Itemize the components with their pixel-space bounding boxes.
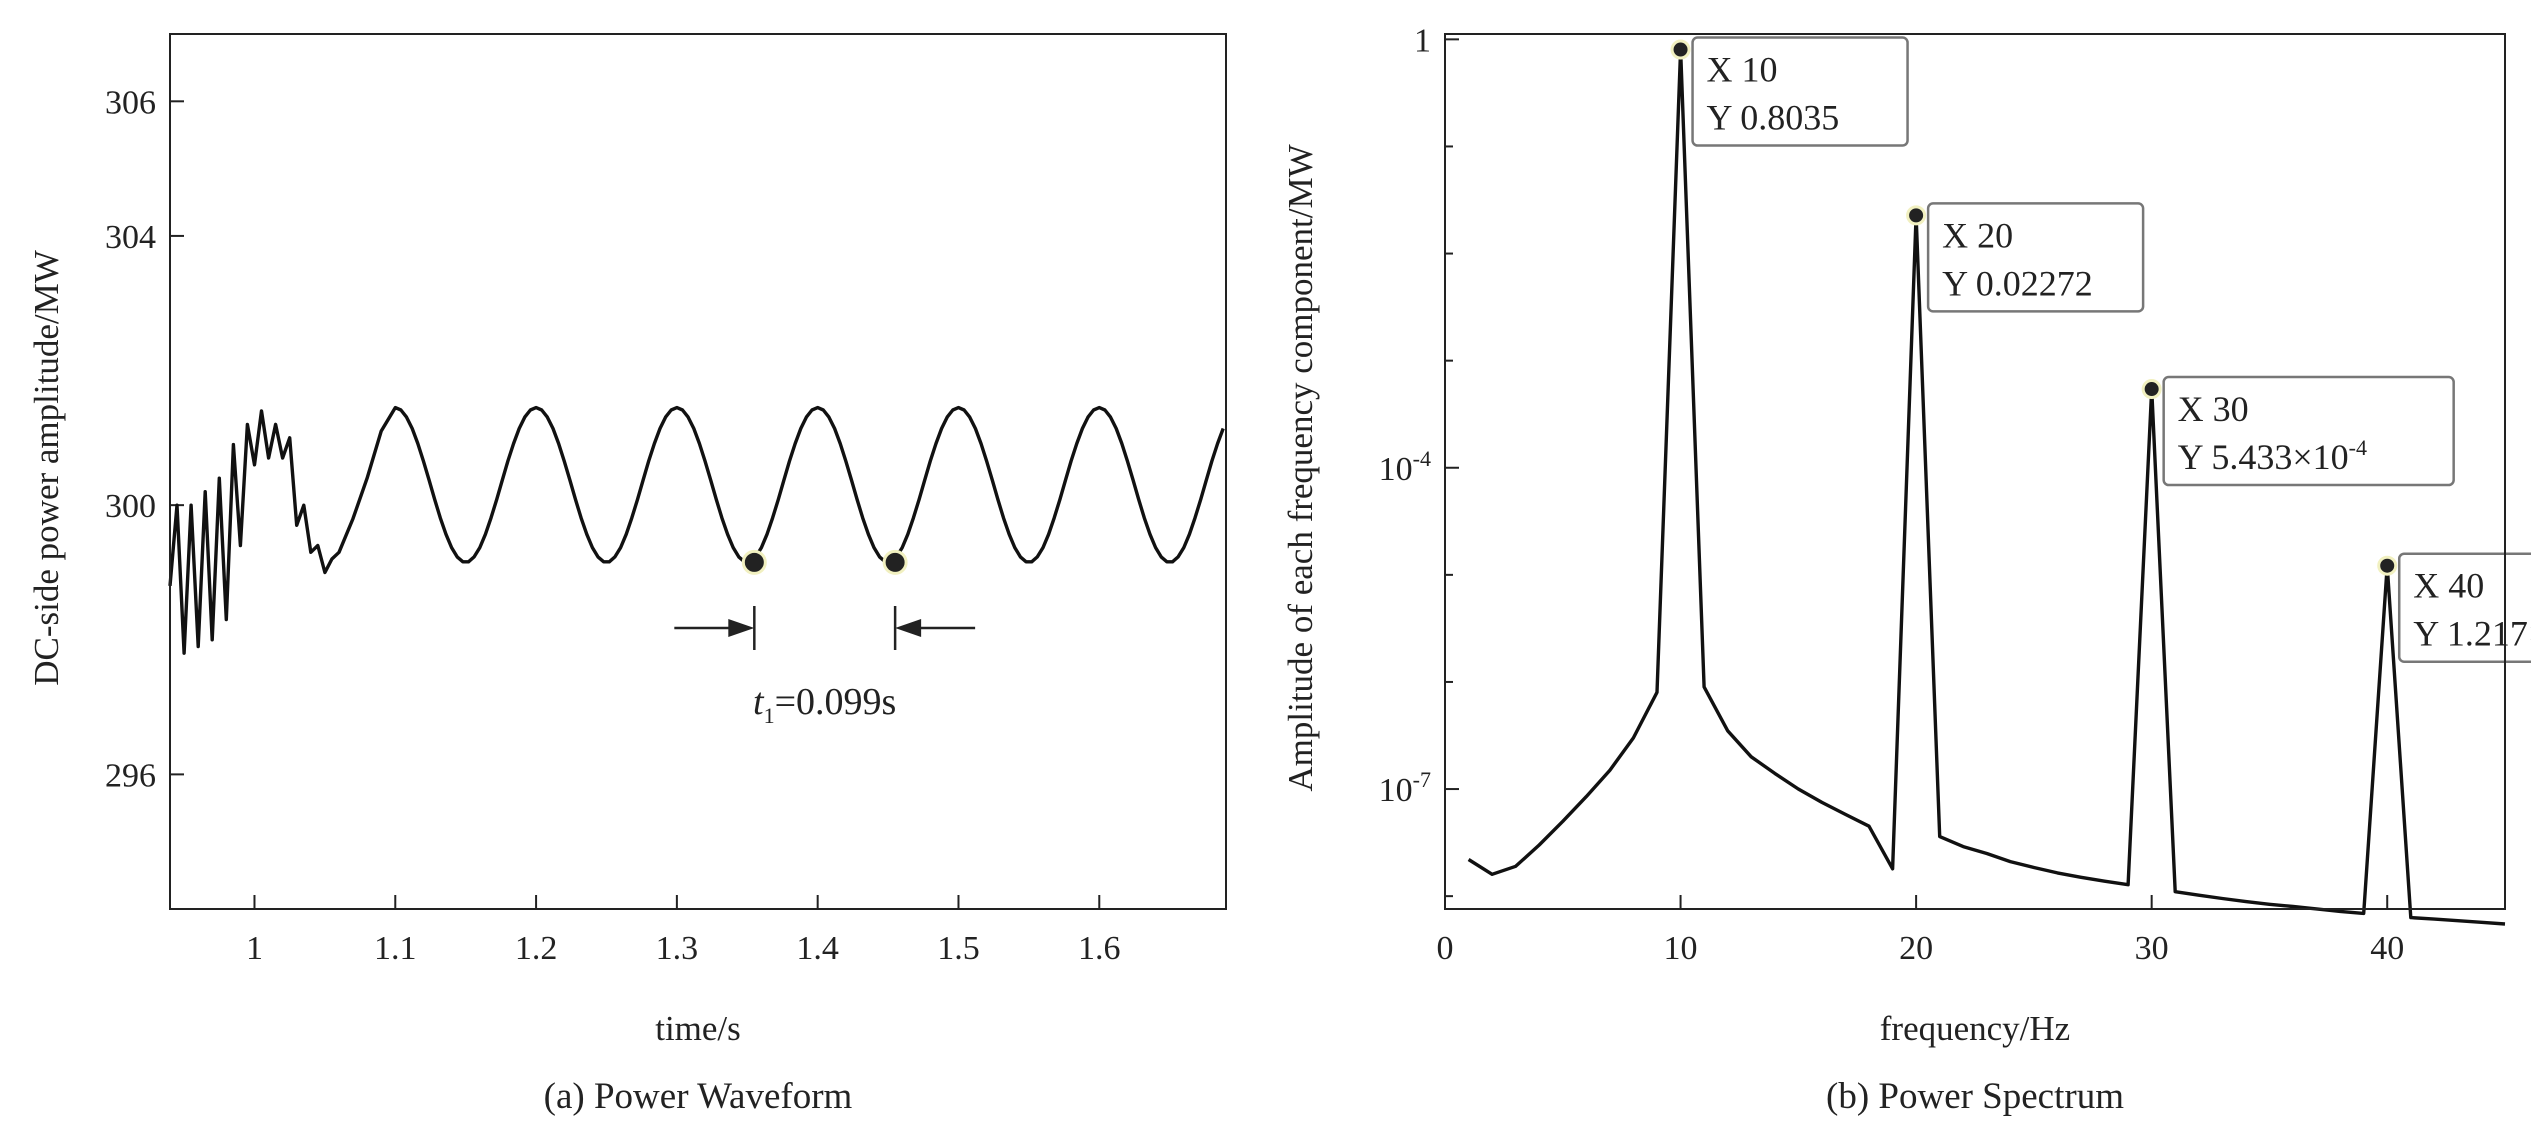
datatip-y: Y 5.433×10-4: [2178, 435, 2367, 477]
datatip-point: [2141, 379, 2162, 400]
right-arrow: [893, 606, 976, 650]
x-tick-label-a: 1.2: [515, 930, 558, 967]
x-tick-label-a: 1.1: [374, 930, 417, 967]
power-waveform-panel: 296 300 304 306 1 1.1 1.2 1.3 1.4 1.5 1.6 t1=0.09…: [27, 33, 1227, 1117]
y-axis-label-a: DC-side power amplitude/MW: [27, 250, 66, 685]
power-spectrum-panel: 1 10-4 10-7 0 10 20 30 40 X 10 Y 0.8035 X 20 Y 0.…: [1281, 22, 2531, 1117]
plot-frame-a: [169, 33, 1227, 910]
x-axis-label-a: time/s: [655, 1009, 741, 1048]
datatip-y: Y 1.217×10-5: [2413, 612, 2531, 654]
datatip-point: [2377, 555, 2398, 576]
y-tick-label-a: 300: [105, 488, 156, 525]
datatip-box: [2162, 375, 2455, 487]
x-tick-label-b: 30: [2135, 930, 2169, 967]
y-tick-label-a: 304: [105, 219, 156, 256]
datatip-x: X 10: [1707, 50, 1778, 90]
datatip-x: X 20: [1942, 215, 2013, 255]
minimum-marker: [741, 549, 767, 575]
period-annotation: t1=0.099s: [674, 606, 976, 728]
x-tick-label-a: 1: [246, 930, 263, 967]
left-arrow: [674, 606, 756, 650]
datatip-point: [1906, 205, 1927, 226]
datatip-point: [1670, 39, 1691, 60]
x-tick-label-b: 20: [1899, 930, 1933, 967]
x-axis-label-b: frequency/Hz: [1880, 1009, 2070, 1048]
spectrum-line: [1467, 47, 2506, 926]
y-axis-label-b: Amplitude of each frequency component/MW: [1281, 144, 1320, 791]
x-tick-label-b: 40: [2370, 930, 2404, 967]
y-tick-label-b: 10-7: [1379, 767, 1431, 809]
y-tick-label-b: 10-4: [1379, 446, 1431, 488]
datatip: X 30 Y 5.433×10-4: [2141, 375, 2455, 487]
datatip-box: [1691, 36, 1909, 147]
caption-b: (b) Power Spectrum: [1826, 1076, 2124, 1117]
x-tick-label-a: 1.5: [937, 930, 980, 967]
plot-frame-b: [1444, 33, 2506, 910]
datatip-x: X 30: [2178, 389, 2249, 429]
x-tick-label-b: 10: [1664, 930, 1698, 967]
datatip: X 20 Y 0.02272: [1906, 202, 2145, 313]
datatip-box: [2397, 552, 2531, 663]
caption-a: (a) Power Waveform: [544, 1076, 853, 1117]
power-waveform-line: [168, 405, 1225, 655]
datatip-y: Y 0.8035: [1707, 98, 1840, 138]
datatip-y: Y 0.02272: [1942, 263, 2093, 303]
x-tick-label-b: 0: [1437, 930, 1454, 967]
datatip-box: [1926, 202, 2145, 313]
minimum-marker: [882, 549, 908, 575]
datatip: X 10 Y 0.8035: [1670, 36, 1909, 147]
y-tick-label-a: 306: [105, 84, 156, 121]
x-tick-label-a: 1.3: [656, 930, 699, 967]
y-tick-label-b: 1: [1414, 22, 1431, 59]
datatip-x: X 40: [2413, 566, 2484, 606]
x-tick-label-a: 1.6: [1078, 930, 1121, 967]
period-label: t1=0.099s: [753, 681, 896, 728]
datatip: X 40 Y 1.217×10-5: [2377, 552, 2531, 663]
x-tick-label-a: 1.4: [796, 930, 839, 967]
y-tick-label-a: 296: [105, 757, 156, 794]
